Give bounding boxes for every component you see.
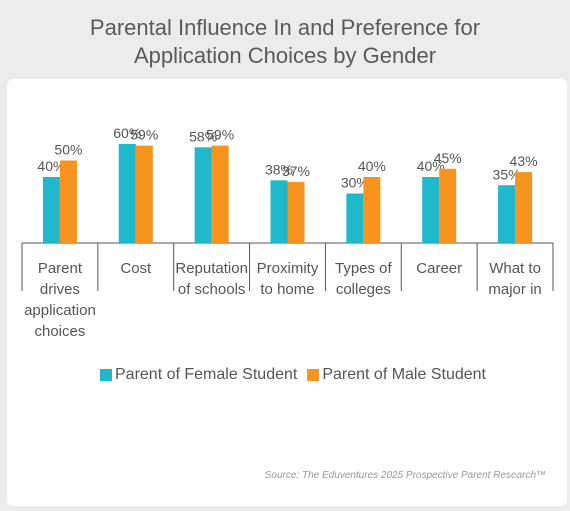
bar-female	[194, 147, 212, 243]
bar-female	[42, 177, 60, 243]
data-label-female: 60%	[113, 125, 141, 141]
data-label-female: 30%	[341, 175, 369, 191]
data-label-male: 50%	[54, 142, 82, 158]
chart-title: Parental Influence In and Preference for…	[0, 14, 570, 70]
bar-female	[270, 180, 288, 243]
bar-male	[135, 145, 153, 243]
data-label-female: 38%	[265, 161, 293, 177]
chart-card	[7, 79, 567, 506]
bar-female	[422, 177, 440, 243]
bar-male	[59, 160, 77, 243]
legend-label-female: Parent of Female Student	[115, 366, 298, 383]
bar-male	[363, 177, 381, 243]
legend-swatch-female	[100, 369, 112, 381]
bar-male	[515, 172, 533, 243]
data-label-male: 45%	[434, 150, 462, 166]
bar-female	[118, 144, 136, 243]
data-label-female: 35%	[493, 166, 521, 182]
category-label: Career	[416, 260, 462, 277]
legend-item-male: Parent of Male Student	[307, 366, 486, 384]
legend-label-male: Parent of Male Student	[322, 366, 486, 383]
category-label: What to major in	[488, 260, 541, 298]
bar-male	[287, 181, 305, 243]
category-label: Cost	[120, 260, 152, 277]
bar-male	[211, 145, 229, 243]
bar-female	[498, 185, 516, 243]
data-label-male: 43%	[510, 153, 538, 169]
data-label-female: 58%	[189, 128, 217, 144]
data-label-female: 40%	[417, 158, 445, 174]
legend-item-female: Parent of Female Student	[100, 366, 297, 384]
category-label: Proximity to home	[257, 260, 319, 298]
data-label-male: 37%	[282, 163, 310, 179]
bar-female	[346, 193, 364, 243]
category-label: Reputation of schools	[175, 260, 248, 298]
data-label-male: 59%	[206, 127, 234, 143]
title-line-1: Parental Influence In and Preference for	[89, 15, 481, 40]
data-label-male: 59%	[130, 127, 158, 143]
title-line-2: Application Choices by Gender	[133, 43, 437, 68]
category-label: Types of colleges	[335, 260, 393, 298]
source-note: Source: The Eduventures 2025 Prospective…	[264, 470, 546, 481]
data-label-male: 40%	[358, 158, 386, 174]
category-label: Parent drives application choices	[24, 260, 96, 340]
legend-swatch-male	[307, 369, 320, 381]
bar-male	[439, 168, 457, 243]
legend: Parent of Female Student Parent of Male …	[100, 366, 496, 384]
data-label-female: 40%	[37, 158, 65, 174]
